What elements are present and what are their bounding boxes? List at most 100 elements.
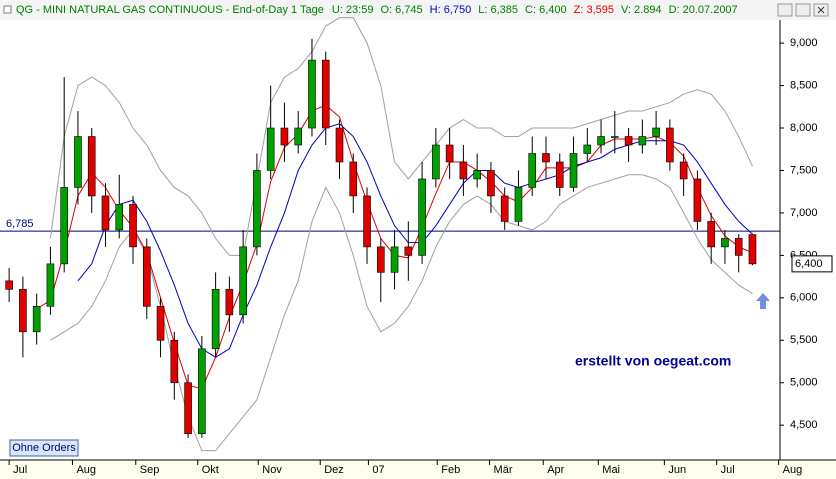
candle-body: [487, 170, 495, 197]
x-tick-label: Sep: [140, 464, 160, 476]
candle-body: [652, 127, 660, 137]
candle-body: [432, 144, 440, 180]
candle-body: [87, 136, 96, 197]
arrow-icon: [756, 293, 770, 309]
watermark: erstellt von oegeat.com: [575, 353, 731, 369]
x-tick-label: Feb: [441, 464, 460, 476]
window-button[interactable]: [795, 3, 811, 17]
candle-body: [225, 289, 234, 316]
y-tick-label: 6,000: [790, 292, 818, 304]
header-field: V: 2.894: [621, 4, 662, 16]
header-field: L: 6,385: [478, 4, 518, 16]
x-tick-label: Nov: [262, 464, 282, 476]
header-field: D: 20.07.2007: [669, 4, 738, 16]
candle-body: [101, 195, 110, 231]
candle-body: [308, 59, 316, 129]
candle-body: [666, 127, 674, 163]
indicator-line: [50, 174, 753, 452]
candle-body: [46, 263, 55, 307]
candle-body: [321, 59, 330, 129]
orders-button[interactable]: [9, 439, 79, 457]
last-price-box: [791, 255, 833, 273]
header-field: U: 23:59: [332, 4, 374, 16]
header-field: H: 6,750: [430, 4, 472, 16]
y-tick-label: 7,500: [790, 164, 818, 176]
candle-body: [734, 238, 743, 256]
candle-body: [129, 204, 137, 248]
candle-body: [555, 161, 564, 188]
candle-body: [60, 187, 68, 265]
candle-body: [679, 161, 688, 180]
x-tick-label: Mär: [494, 464, 513, 476]
candle-body: [19, 289, 27, 333]
x-tick-label: Aug: [76, 464, 96, 476]
y-tick-label: 9,000: [790, 37, 818, 49]
header-field: Z: 3,595: [574, 4, 614, 16]
candle-body: [32, 306, 41, 333]
candle-body: [156, 306, 165, 341]
candle-body: [404, 246, 413, 256]
y-tick-label: 5,500: [790, 334, 818, 346]
x-tick-label: 07: [372, 464, 384, 476]
x-tick-label: Jun: [668, 464, 686, 476]
candle-body: [142, 246, 151, 307]
candle-body: [294, 127, 303, 146]
candle-body: [198, 348, 206, 434]
candle-body: [542, 153, 550, 163]
y-tick-label: 8,500: [790, 79, 818, 91]
candle-body: [473, 170, 481, 180]
candle-body: [253, 170, 261, 248]
candle-body: [5, 280, 13, 290]
candle-body: [721, 238, 729, 248]
candle-body: [597, 136, 605, 146]
y-tick-label: 5,000: [790, 377, 818, 389]
candle-body: [569, 153, 578, 188]
candle-body: [459, 161, 468, 180]
candle-body: [693, 178, 702, 222]
candle-body: [528, 153, 537, 188]
candle-body: [115, 204, 124, 231]
x-axis-band: [0, 461, 836, 479]
candle-body: [376, 246, 385, 273]
x-tick-label: Mai: [602, 464, 620, 476]
candle-body: [707, 221, 715, 248]
x-tick-label: Aug: [783, 464, 803, 476]
candle-body: [74, 136, 82, 188]
y-tick-label: 4,500: [790, 419, 818, 431]
window-icon[interactable]: [3, 5, 12, 14]
close-icon: [817, 6, 825, 14]
reference-label: 6,785: [6, 218, 34, 230]
candle-body: [418, 178, 426, 256]
candle-body: [211, 289, 220, 350]
x-tick-label: Jul: [13, 464, 27, 476]
candle-body: [266, 127, 275, 171]
candle-body: [624, 136, 633, 146]
candle-body: [363, 195, 371, 248]
x-tick-label: Apr: [547, 464, 564, 476]
candle-body: [170, 339, 179, 384]
candle-body: [514, 187, 523, 222]
window-button[interactable]: [777, 3, 793, 17]
candle-body: [445, 144, 454, 163]
header-title: QG - MINI NATURAL GAS CONTINUOUS - End-o…: [16, 4, 324, 16]
header-field: C: 6,400: [525, 4, 567, 16]
candle-body: [748, 234, 757, 265]
x-tick-label: Jul: [721, 464, 735, 476]
header-field: O: 6,745: [380, 4, 422, 16]
candle-body: [239, 246, 247, 316]
header-bar: [0, 0, 836, 20]
orders-button-label[interactable]: Ohne Orders: [12, 442, 76, 454]
y-tick-label: 8,000: [790, 122, 818, 134]
indicator-line: [49, 17, 753, 256]
candle-body: [390, 246, 399, 273]
x-tick-label: Okt: [202, 464, 219, 476]
candle-body: [638, 136, 647, 146]
candle-body: [349, 161, 358, 197]
y-tick-label: 7,000: [790, 207, 818, 219]
candle-body: [335, 127, 344, 163]
candle-body: [583, 144, 592, 154]
candle-body: [184, 382, 192, 434]
candle-body: [611, 136, 619, 138]
last-price-label: 6,400: [795, 258, 823, 270]
